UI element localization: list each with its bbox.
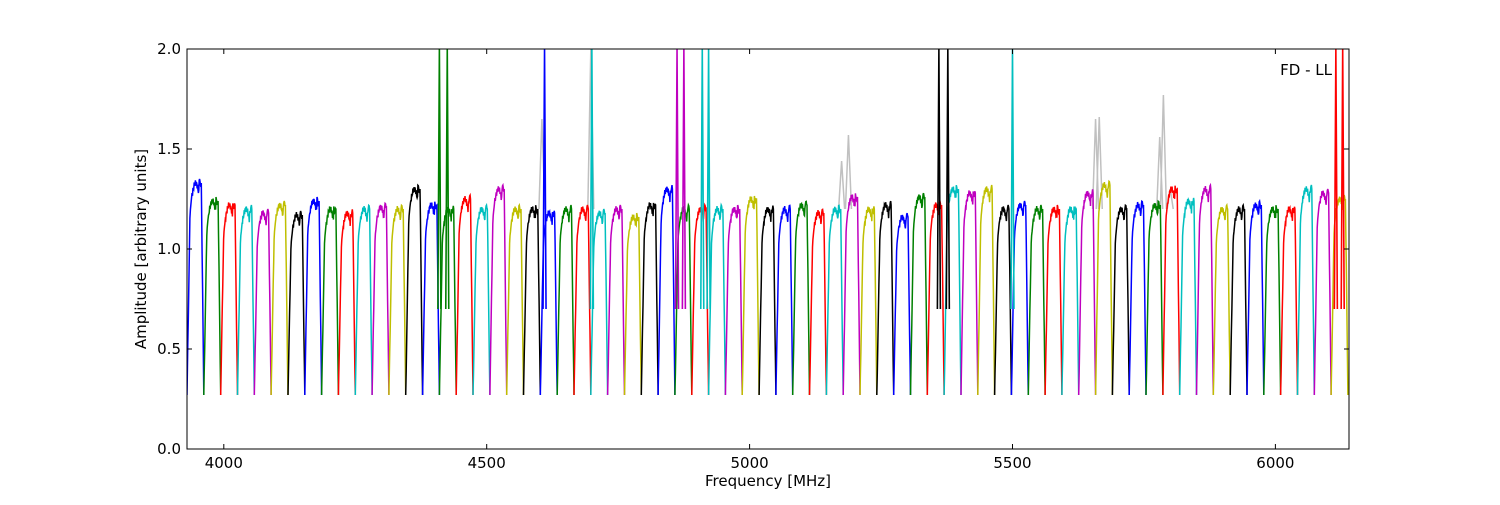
band-series [304, 196, 323, 396]
band-series [219, 202, 239, 396]
band-series [825, 204, 844, 396]
band-series [404, 183, 424, 396]
band-series [455, 192, 474, 396]
band-series [472, 202, 491, 396]
rfi-spike [542, 49, 547, 310]
rfi-spike [1010, 49, 1015, 310]
x-tick-label: 5000 [731, 454, 769, 472]
rfi-spike [699, 49, 705, 310]
band-series [1027, 204, 1046, 396]
rfi-spike [706, 49, 711, 310]
background-series-peak [844, 134, 853, 210]
background-series-peak [1159, 94, 1168, 210]
y-tick-label: 1.0 [157, 240, 181, 258]
band-series [640, 202, 659, 396]
band-series [1128, 199, 1147, 396]
background-series-peak [1095, 116, 1103, 210]
band-series [926, 198, 945, 396]
band-series [707, 202, 727, 396]
x-tick-label: 6000 [1256, 454, 1294, 472]
band-series [657, 184, 676, 396]
band-series [842, 193, 861, 396]
band-series [1313, 188, 1332, 396]
band-series [758, 205, 777, 396]
band-series [1061, 205, 1080, 396]
band-series [606, 204, 626, 396]
band-series [1077, 189, 1097, 396]
band-series [489, 182, 508, 396]
band-series [320, 206, 340, 396]
band-series [1263, 205, 1282, 396]
rfi-spike [437, 49, 442, 310]
band-series [892, 212, 912, 396]
band-series [993, 204, 1013, 396]
band-series [573, 204, 592, 396]
band-series [808, 208, 828, 396]
rfi-spike [1333, 49, 1339, 310]
band-series [724, 204, 743, 396]
band-series [876, 200, 895, 396]
x-axis-label: Frequency [MHz] [705, 472, 831, 490]
band-series [691, 202, 710, 396]
band-series [337, 209, 357, 396]
band-series [1162, 185, 1181, 396]
rfi-spike [936, 49, 942, 310]
rfi-spike [674, 49, 680, 310]
band-series [371, 201, 390, 396]
band-series [791, 200, 811, 396]
band-series [1044, 204, 1063, 396]
band-series [388, 203, 407, 396]
x-tick-label: 4000 [205, 454, 243, 472]
band-series [1212, 202, 1231, 396]
y-tick-label: 1.5 [157, 140, 181, 158]
band-series [287, 210, 306, 396]
band-series [1111, 203, 1130, 396]
band-series [236, 204, 256, 396]
band-series [421, 201, 441, 396]
band-series [1279, 204, 1299, 396]
y-axis-label: Amplitude [arbitrary units] [132, 149, 150, 349]
band-series [522, 205, 542, 396]
y-tick-label: 0.0 [157, 440, 181, 458]
band-series [1246, 198, 1265, 396]
band-series [977, 184, 996, 396]
band-series [909, 192, 929, 396]
band-series [1195, 182, 1215, 396]
band-series [1145, 199, 1164, 396]
band-series [775, 204, 794, 396]
band-series [1178, 197, 1198, 396]
series-layer [187, 49, 1349, 396]
band-series [187, 178, 205, 396]
band-series [1330, 194, 1349, 396]
band-series [623, 212, 643, 396]
band-series [556, 204, 575, 396]
x-tick-label: 5500 [993, 454, 1031, 472]
plot-annotation: FD - LL [1280, 61, 1332, 79]
band-series [1094, 179, 1114, 396]
x-tick-label: 4500 [468, 454, 506, 472]
band-series [270, 200, 289, 396]
y-axis: 0.0 0.5 1.0 1.5 2.0 [157, 40, 1349, 458]
y-tick-label: 0.5 [157, 340, 181, 358]
band-series [1229, 202, 1248, 396]
band-series [354, 203, 373, 396]
y-tick-label: 2.0 [157, 40, 181, 58]
band-series [203, 196, 222, 396]
rfi-spike [945, 49, 951, 310]
x-axis: 4000 4500 5000 5500 6000 [205, 49, 1294, 472]
band-series [859, 206, 878, 396]
rfi-spike [681, 49, 687, 310]
background-series-peak [837, 160, 846, 210]
band-series [505, 202, 525, 396]
rfi-spike [589, 49, 595, 310]
rfi-spike [1340, 49, 1345, 310]
band-series [741, 195, 760, 396]
band-series [1296, 184, 1316, 396]
band-series [960, 190, 979, 396]
band-series [253, 208, 272, 396]
rfi-spike [444, 49, 450, 310]
